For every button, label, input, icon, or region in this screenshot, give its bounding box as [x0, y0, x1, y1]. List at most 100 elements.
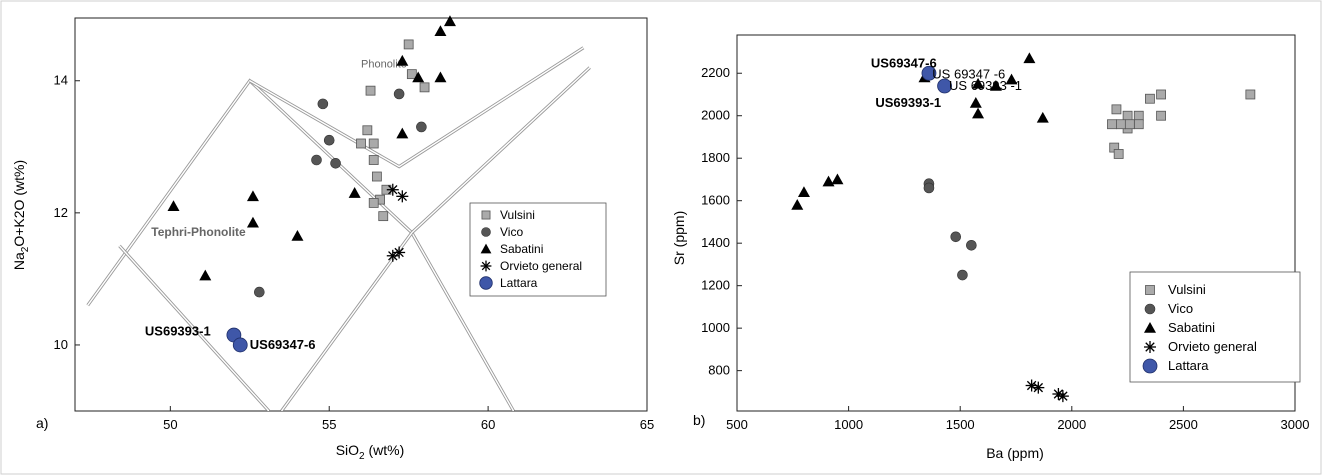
data-point-lattara [921, 65, 937, 81]
data-point-sabatini [434, 25, 447, 37]
series-vulsini [1107, 89, 1256, 159]
data-point-lattara [937, 78, 952, 94]
data-point-vulsini [1156, 89, 1166, 100]
legend-b-vico: Vico [1168, 301, 1193, 316]
data-point-sabatini [822, 175, 835, 187]
series-sabatini [167, 15, 456, 281]
data-point-sabatini [443, 15, 456, 27]
sample-labels-b: US69347-6US 69347 -6US 69393 -1 US69393-1 [871, 56, 1022, 110]
data-point-sabatini [167, 200, 180, 212]
data-point-vico [950, 231, 962, 243]
x-axis-label-a-tail: (wt%) [365, 442, 405, 458]
axis-ticks-a: 50 55 60 65 10 12 14 [54, 73, 655, 432]
sample-label: US69347-6 [871, 56, 937, 71]
data-point-sabatini [1023, 52, 1036, 64]
data-point-orvieto-general [386, 183, 399, 196]
data-point-orvieto-general [1052, 388, 1065, 401]
legend-a-vico: Vico [500, 225, 523, 239]
data-point-vulsini [368, 198, 379, 208]
legend-symbols-b [1142, 285, 1158, 374]
data-point-vulsini [1107, 119, 1117, 130]
tas-field-label: Tephri-Phonolite [151, 225, 246, 239]
series-lattara [921, 65, 952, 94]
data-point-vulsini [1245, 89, 1256, 100]
data-point-sabatini [831, 173, 844, 185]
data-point-vico [317, 98, 329, 110]
panel-label-b: b) [693, 412, 705, 428]
legend-marker-orvieto-general [1144, 341, 1156, 353]
legend-a-orvieto: Orvieto general [500, 259, 582, 273]
data-point-sabatini [291, 229, 304, 241]
sample-label: US69347-6 [250, 337, 316, 352]
data-point-sabatini [246, 216, 259, 228]
legend-a-vulsini: Vulsini [500, 208, 535, 222]
data-point-sabatini [989, 79, 1002, 91]
x-axis-label-b: Ba (ppm) [986, 445, 1044, 461]
chart-panel-a: 50 55 60 65 10 12 14 Phonolite Tephri-Phonolite… [11, 15, 654, 462]
y-tick-label: 1600 [701, 193, 730, 208]
data-point-sabatini [434, 71, 447, 83]
legend-a: Vulsini Vico Sabatini Orvieto general La… [469, 202, 607, 297]
axis-ticks-b: 500 1000 1500 2000 2500 3000 800 1000 1200 1400 16… [701, 65, 1309, 432]
y-tick-label: 14 [54, 73, 68, 88]
data-point-orvieto-general [386, 249, 399, 262]
data-point-orvieto-general [1032, 381, 1045, 394]
data-point-vico [311, 154, 322, 166]
data-point-vulsini [365, 85, 376, 96]
legend-marker-vico [1144, 303, 1156, 315]
data-point-vulsini [371, 171, 382, 182]
data-point-vico [254, 286, 265, 298]
legend-marker-vico [481, 227, 491, 237]
data-point-vulsini [1122, 110, 1133, 121]
x-axis-label-a: SiO2 (wt%) [336, 442, 405, 462]
legend-a-lattara: Lattara [500, 276, 538, 290]
y-tick-label: 1800 [701, 150, 730, 165]
x-tick-label: 500 [726, 417, 748, 432]
data-point-vulsini [378, 211, 389, 222]
series-vico [923, 178, 977, 281]
y-tick-label: 2200 [701, 65, 730, 80]
legend-marker-vulsini [1145, 285, 1155, 295]
data-point-vulsini [368, 155, 379, 165]
legend-marker-sabatini [480, 243, 492, 254]
legend-a-sabatini: Sabatini [500, 242, 543, 256]
data-point-vulsini [1133, 110, 1144, 121]
data-point-sabatini [199, 269, 212, 281]
legend-b-vulsini: Vulsini [1168, 282, 1206, 297]
series-orvieto-general [386, 183, 409, 262]
y-tick-label: 1200 [701, 278, 730, 293]
data-point-vulsini [1113, 149, 1124, 159]
data-point-vico [957, 269, 968, 281]
data-point-vulsini [1156, 110, 1166, 121]
data-point-vulsini [356, 138, 366, 149]
tas-boundary-line-inner [87, 79, 515, 411]
legend-b: Vulsini Vico Sabatini Orvieto general La… [1129, 271, 1301, 383]
legend-marker-lattara [1142, 358, 1158, 374]
data-point-lattara [232, 337, 248, 353]
data-point-sabatini [396, 54, 409, 66]
legend-marker-sabatini [1144, 322, 1156, 333]
legend-box-a [469, 202, 607, 297]
sample-label: US 69347 -6 [932, 66, 1005, 81]
sample-label: US69393-1 [875, 95, 941, 110]
data-point-sabatini [791, 198, 804, 210]
data-point-sabatini [972, 107, 985, 119]
y-tick-label: 800 [708, 363, 730, 378]
legend-b-lattara: Lattara [1168, 358, 1209, 373]
y-tick-label: 1000 [701, 320, 730, 335]
y-tick-label: 2000 [701, 108, 730, 123]
data-point-vico [393, 88, 405, 100]
data-point-sabatini [1036, 111, 1049, 123]
x-tick-label: 50 [163, 417, 177, 432]
data-point-vico [416, 121, 427, 133]
x-axis-label-a-sub: 2 [359, 451, 365, 462]
x-tick-label: 1000 [834, 417, 863, 432]
tas-boundary-line-inner [118, 245, 270, 411]
y-tick-label: 1400 [701, 235, 730, 250]
y-axis-label-a-part2: O+K2O (wt%) [11, 160, 27, 247]
data-point-sabatini [246, 190, 259, 202]
tas-field-label: Phonolite [361, 59, 407, 71]
data-point-orvieto-general [1056, 390, 1069, 403]
data-point-sabatini [972, 77, 985, 89]
series-vico [254, 88, 427, 298]
